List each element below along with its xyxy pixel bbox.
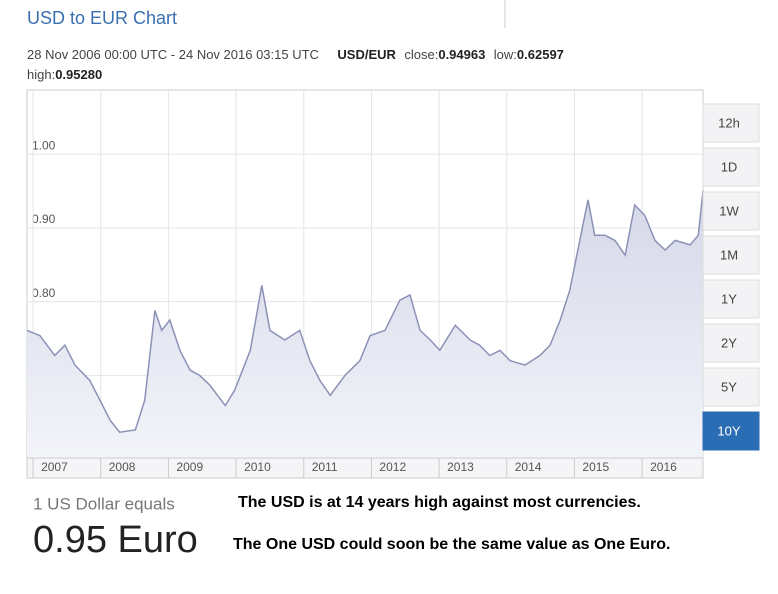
line	[26, 190, 704, 434]
stat-value: 0.94963	[438, 47, 485, 62]
range-button-label[interactable]: 1Y	[721, 291, 737, 306]
x-tick-label: 2016	[650, 460, 677, 474]
range-button[interactable]	[702, 279, 760, 319]
range-button[interactable]	[702, 367, 760, 407]
range-button[interactable]	[702, 147, 760, 187]
range-button[interactable]	[702, 235, 760, 275]
stat-label: close:	[404, 47, 438, 62]
x-tick-label: 2015	[582, 460, 609, 474]
range-button[interactable]	[702, 411, 760, 451]
period: 28 Nov 2006 00:00 UTC - 24 Nov 2016 03:1…	[27, 47, 319, 62]
y-tick-label: 0.80	[32, 286, 56, 300]
range-button-label[interactable]: 2Y	[721, 335, 737, 350]
subtitle-2: high:0.95280	[27, 67, 102, 82]
range-button-label[interactable]: 12h	[718, 115, 740, 130]
range-button-label[interactable]: 5Y	[721, 379, 737, 394]
stat-label: low:	[494, 47, 517, 62]
range-button[interactable]	[702, 103, 760, 143]
range-button-label[interactable]: 1W	[719, 203, 739, 218]
annotation: The One USD could soon be the same value…	[233, 536, 670, 553]
x-tick-label: 2014	[515, 460, 542, 474]
x-tick-label: 2011	[312, 460, 338, 474]
y-tick-label: 1.00	[32, 138, 56, 152]
range-button[interactable]	[702, 323, 760, 363]
annotation: The USD is at 14 years high against most…	[238, 494, 641, 511]
x-tick-label: 2009	[176, 460, 203, 474]
pair: USD/EUR	[337, 47, 396, 62]
x-tick-label: 2013	[447, 460, 474, 474]
stat-label: high:	[27, 67, 55, 82]
range-button-label[interactable]: 1M	[720, 247, 738, 262]
stat-value: 0.95280	[55, 67, 102, 82]
x-tick-label: 2007	[41, 460, 68, 474]
x-tick-label: 2012	[379, 460, 406, 474]
range-button-label[interactable]: 1D	[721, 159, 738, 174]
y-tick-label: 0.90	[32, 212, 56, 226]
x-tick-label: 2010	[244, 460, 271, 474]
converter-label: 1 US Dollar equals	[33, 494, 175, 513]
x-tick-label: 2008	[109, 460, 136, 474]
x-axis-band	[26, 457, 704, 479]
converter-result: 0.95 Euro	[33, 519, 198, 561]
range-button[interactable]	[702, 191, 760, 231]
chart-title: USD to EUR Chart	[27, 8, 177, 28]
range-button-label[interactable]: 10Y	[717, 423, 740, 438]
area	[27, 191, 703, 458]
subtitle: 28 Nov 2006 00:00 UTC - 24 Nov 2016 03:1…	[27, 47, 564, 64]
stat-value: 0.62597	[517, 47, 564, 62]
